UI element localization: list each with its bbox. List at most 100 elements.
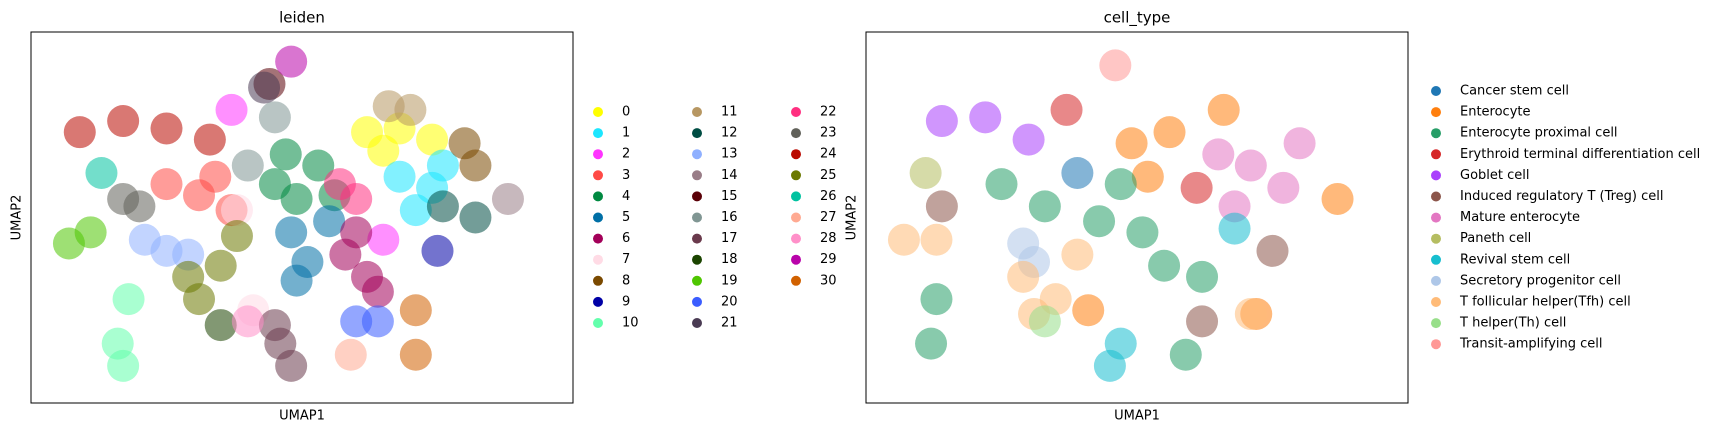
point: [313, 205, 346, 238]
legend-label: 11: [721, 105, 738, 120]
legend-label: 15: [721, 189, 738, 204]
legend-label: 27: [820, 210, 837, 225]
point: [150, 112, 183, 145]
point: [1321, 182, 1354, 215]
legend-marker: [1431, 233, 1441, 244]
point: [1267, 171, 1300, 204]
legend-marker: [593, 318, 603, 328]
points: [52, 45, 524, 382]
point: [394, 93, 427, 126]
legend-marker: [593, 254, 603, 265]
point: [1050, 93, 1083, 126]
axes-frame: [865, 31, 1409, 404]
legend-label: 23: [820, 126, 837, 141]
point: [275, 216, 308, 249]
legend-marker: [593, 296, 603, 307]
point: [426, 190, 459, 223]
legend-label: 20: [721, 294, 738, 309]
legend-marker: [593, 191, 603, 202]
point: [52, 227, 85, 260]
legend-marker: [593, 275, 603, 286]
legend-marker: [791, 170, 801, 181]
point: [150, 168, 183, 201]
legend-label: Induced regulatory T (Treg) cell: [1460, 189, 1664, 204]
legend-label: 19: [721, 273, 738, 288]
point: [248, 71, 281, 104]
legend-label: T helper(Th) cell: [1459, 316, 1566, 331]
legend-marker: [1431, 86, 1441, 96]
chart-title: leiden: [279, 9, 325, 27]
legend-label: 5: [622, 210, 630, 225]
point: [107, 105, 140, 138]
point: [1234, 297, 1267, 330]
point: [107, 182, 140, 215]
legend-marker: [692, 318, 702, 328]
legend-label: T follicular helper(Tfh) cell: [1459, 295, 1631, 310]
legend-label: 3: [622, 168, 630, 183]
point: [1083, 205, 1116, 238]
point: [172, 260, 205, 293]
point: [231, 149, 264, 182]
point: [128, 223, 161, 256]
point: [367, 134, 400, 167]
point: [1115, 127, 1148, 160]
legend-label: Erythroid terminal differentiation cell: [1460, 147, 1700, 162]
legend-marker: [593, 212, 603, 223]
x-axis-label: UMAP1: [279, 409, 325, 424]
point: [1099, 49, 1132, 82]
point: [258, 168, 291, 201]
point: [1234, 149, 1267, 182]
point: [1186, 305, 1219, 338]
legend-marker: [692, 254, 702, 265]
point: [1256, 234, 1289, 267]
point: [426, 149, 459, 182]
point: [361, 305, 394, 338]
point: [1093, 349, 1126, 382]
point: [1028, 190, 1061, 223]
legend-marker: [1431, 297, 1441, 307]
legend-label: Enterocyte: [1460, 105, 1531, 120]
point: [915, 327, 948, 360]
legend-marker: [1431, 170, 1441, 181]
point: [1012, 123, 1045, 156]
point: [258, 309, 291, 342]
point: [1186, 260, 1219, 293]
legend-label: 14: [721, 168, 738, 183]
legend-marker: [1431, 339, 1441, 350]
legend-marker: [692, 212, 702, 223]
legend-marker: [1431, 254, 1441, 265]
point: [215, 93, 248, 126]
legend-label: 18: [721, 252, 738, 267]
legend-marker: [692, 128, 702, 139]
point: [459, 201, 492, 234]
point: [920, 283, 953, 316]
legend-marker: [791, 212, 801, 223]
point: [107, 349, 140, 382]
point: [491, 182, 524, 215]
legend-label: 1: [622, 126, 630, 141]
legend-marker: [791, 233, 801, 244]
point: [275, 45, 308, 78]
legend-marker: [1431, 149, 1441, 160]
legend-marker: [692, 170, 702, 181]
point: [887, 223, 920, 256]
legend-marker: [791, 254, 801, 265]
point: [302, 149, 335, 182]
legend-marker: [593, 170, 603, 181]
legend-label: 13: [721, 147, 738, 162]
point: [204, 309, 237, 342]
legend-label: 24: [820, 147, 837, 162]
legend-label: 12: [721, 126, 738, 141]
point: [231, 305, 264, 338]
legend-marker: [692, 296, 702, 307]
legend-label: 9: [622, 294, 630, 309]
legend-label: 21: [721, 316, 738, 331]
legend-marker: [791, 149, 801, 160]
point: [1007, 260, 1040, 293]
legend-label: 25: [820, 168, 837, 183]
legend-marker: [692, 149, 702, 160]
point: [361, 275, 394, 308]
point: [1126, 216, 1159, 249]
legend-label: 30: [820, 273, 837, 288]
